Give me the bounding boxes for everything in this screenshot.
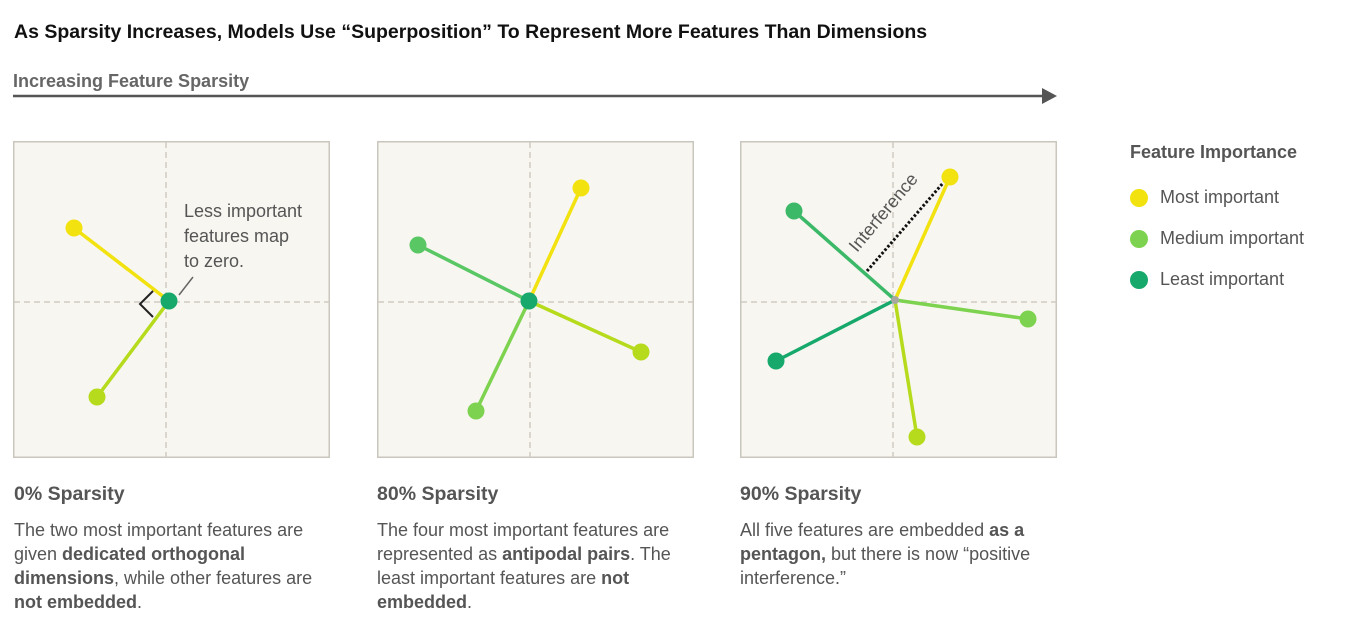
panel-80-label: 80% Sparsity (377, 483, 499, 505)
feature-point-medium-a (409, 236, 427, 254)
origin-point (891, 296, 899, 304)
panel-0-diagram: Less important features map to zero. (13, 141, 330, 458)
feature-vector-most (893, 176, 952, 301)
legend-dot-icon (1130, 270, 1148, 289)
feature-point-most (941, 168, 959, 186)
legend-dot-icon (1130, 229, 1148, 248)
sparsity-arrow-label: Increasing Feature Sparsity (13, 71, 250, 91)
panel-0-label: 0% Sparsity (14, 483, 125, 505)
feature-point-medium (88, 388, 106, 406)
legend: Feature Importance Most important Medium… (1130, 142, 1304, 300)
legend-item-medium: Medium important (1130, 218, 1304, 259)
right-angle-marker (138, 290, 154, 318)
feature-vector-medium (95, 299, 171, 399)
feature-point-zero (520, 292, 538, 310)
annotation-zero: Less important features map to zero. (184, 201, 307, 271)
annotation-pointer (178, 276, 194, 296)
page-title: As Sparsity Increases, Models Use “Super… (14, 21, 928, 43)
feature-point-medium-b (632, 343, 650, 361)
feature-vector-medium-a (417, 243, 530, 303)
feature-vector-medium-c (893, 299, 919, 438)
panel-90-diagram: Interference (740, 141, 1057, 458)
legend-item-most: Most important (1130, 177, 1304, 218)
panel-90-description: All five features are embedded as a pent… (740, 520, 1031, 588)
feature-point-medium-c (467, 402, 485, 420)
feature-point-medium-b (1019, 310, 1037, 328)
feature-point-medium-a (785, 202, 803, 220)
panel-80-description: The four most important features are rep… (377, 520, 671, 612)
feature-vector-medium-a (792, 209, 897, 302)
feature-vector-least (775, 298, 896, 363)
interference-line (865, 182, 945, 272)
legend-title: Feature Importance (1130, 142, 1298, 162)
legend-item-label: Most important (1160, 187, 1280, 207)
feature-point-least (767, 352, 785, 370)
feature-vector-most (527, 187, 583, 302)
legend-item-least: Least important (1130, 259, 1304, 300)
panel-90-label: 90% Sparsity (740, 483, 862, 505)
sparsity-arrow (13, 88, 1057, 104)
legend-item-label: Medium important (1160, 228, 1305, 248)
feature-vector-medium-b (528, 299, 642, 354)
panel-0-description: The two most important features are give… (14, 520, 313, 612)
legend-dot-icon (1130, 188, 1148, 207)
panel-80-diagram (377, 141, 694, 458)
feature-point-most (65, 219, 83, 237)
feature-point-zero (160, 292, 178, 310)
feature-vector-medium-b (894, 298, 1029, 321)
feature-vector-medium-c (474, 300, 531, 412)
feature-vector-most (72, 226, 171, 303)
legend-item-label: Least important (1160, 269, 1285, 289)
feature-point-most (572, 179, 590, 197)
feature-point-medium-c (908, 428, 926, 446)
